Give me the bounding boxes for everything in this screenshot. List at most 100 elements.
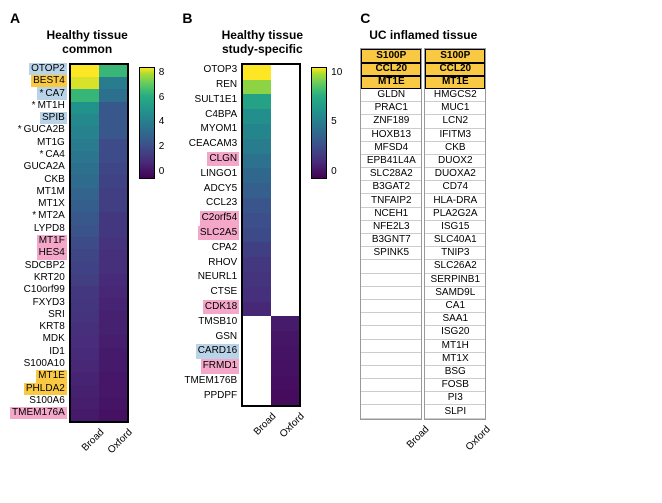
gene-label: TMSB10: [196, 314, 239, 329]
table-cell: [361, 353, 421, 366]
panel-c-title: UC inflamed tissue: [369, 28, 477, 42]
heatmap-cell: [71, 114, 99, 126]
heatmap-cell: [71, 212, 99, 224]
table-cell: MT1H: [425, 340, 485, 353]
heatmap-cell: [271, 80, 299, 95]
heatmap-cell: [99, 175, 127, 187]
colorbar-tick: 6: [159, 92, 165, 103]
heatmap-cell: [99, 163, 127, 175]
heatmap-cell: [271, 168, 299, 183]
table-cell: EPB41L4A: [361, 155, 421, 168]
heatmap-cell: [71, 274, 99, 286]
panel-a-xaxis: BroadOxford: [69, 427, 129, 457]
heatmap-cell: [271, 390, 299, 405]
table-cell: DUOX2: [425, 155, 485, 168]
colorbar-tick: 0: [159, 166, 165, 177]
heatmap-cell: [243, 287, 271, 302]
panel-a-heatmap: [69, 63, 129, 424]
heatmap-cell: [71, 65, 99, 77]
gene-label: BEST4: [31, 75, 67, 87]
table-cell: SLC40A1: [425, 234, 485, 247]
table-cell: ISG15: [425, 221, 485, 234]
table-cell: B3GAT2: [361, 181, 421, 194]
gene-label: KRT20: [32, 272, 67, 284]
heatmap-cell: [71, 409, 99, 421]
table-cell: SLC28A2: [361, 168, 421, 181]
table-cell: PRAC1: [361, 102, 421, 115]
heatmap-cell: [71, 323, 99, 335]
heatmap-cell: [271, 257, 299, 272]
table-cell: HOXB13: [361, 129, 421, 142]
panel-b: B Healthy tissue study-specific OTOP3REN…: [182, 10, 342, 441]
heatmap-cell: [99, 385, 127, 397]
heatmap-cell: [243, 242, 271, 257]
heatmap-cell: [71, 126, 99, 138]
panel-c-tables: S100PCCL20MT1EGLDNPRAC1ZNF189HOXB13MFSD4…: [360, 48, 486, 419]
heatmap-cell: [243, 302, 271, 317]
panel-a-colorbar-wrap: 86420: [139, 67, 165, 179]
heatmap-cell: [99, 409, 127, 421]
gene-label: CPA2: [210, 240, 239, 255]
gene-label: LYPD8: [32, 223, 67, 235]
table-cell: CA1: [425, 300, 485, 313]
table-cell: [361, 313, 421, 326]
table-cell: S100P: [361, 49, 421, 62]
gene-label: LINGO1: [198, 166, 239, 181]
heatmap-cell: [71, 311, 99, 323]
gene-label: ADCY5: [202, 181, 239, 196]
heatmap-cell: [243, 154, 271, 169]
table-cell: SLC26A2: [425, 260, 485, 273]
gene-label: MYOM1: [198, 122, 239, 137]
column-label: Oxford: [106, 427, 135, 456]
figure-panels: A Healthy tissue common OTOP2BEST4*CA7*M…: [10, 10, 652, 457]
heatmap-cell: [99, 286, 127, 298]
heatmap-cell: [99, 372, 127, 384]
heatmap-cell: [71, 298, 99, 310]
table-cell: [361, 274, 421, 287]
table-cell: [361, 366, 421, 379]
table-cell: [361, 340, 421, 353]
gene-label: MT1E: [36, 370, 67, 382]
gene-label: OTOP3: [201, 63, 239, 78]
heatmap-cell: [243, 168, 271, 183]
gene-label: FRMD1: [201, 359, 239, 374]
heatmap-cell: [271, 242, 299, 257]
gene-label: MT1F: [37, 235, 67, 247]
heatmap-cell: [99, 274, 127, 286]
colorbar-tick: 5: [331, 116, 342, 127]
heatmap-cell: [271, 183, 299, 198]
heatmap-cell: [71, 102, 99, 114]
heatmap-cell: [71, 262, 99, 274]
table-cell: TNFAIP2: [361, 194, 421, 207]
heatmap-cell: [71, 237, 99, 249]
table-cell: MT1E: [361, 76, 421, 89]
gene-label: *GUCA2B: [16, 124, 67, 136]
heatmap-cell: [243, 198, 271, 213]
table-cell: B3GNT7: [361, 234, 421, 247]
panel-a-colorbar: [139, 67, 155, 179]
gene-label: CCL23: [204, 196, 239, 211]
heatmap-cell: [243, 109, 271, 124]
panel-a-body: OTOP2BEST4*CA7*MT1HSPIB*GUCA2BMT1G*CA4GU…: [10, 63, 164, 458]
panel-a-rowlabels: OTOP2BEST4*CA7*MT1HSPIB*GUCA2BMT1G*CA4GU…: [10, 63, 67, 420]
table-cell: [361, 287, 421, 300]
panel-a-letter: A: [10, 10, 20, 26]
table-cell: IFITM3: [425, 129, 485, 142]
colorbar-tick: 10: [331, 67, 342, 78]
panel-a-title: Healthy tissue common: [46, 28, 127, 57]
gene-label: SDCBP2: [23, 260, 67, 272]
table-cell: [361, 326, 421, 339]
gene-label: SLC2A5: [198, 226, 239, 241]
gene-label: *CA4: [37, 149, 66, 161]
table-cell: [361, 260, 421, 273]
heatmap-cell: [71, 139, 99, 151]
table-column: S100PCCL20MT1EHMGCS2MUC1LCN2IFITM3CKBDUO…: [424, 48, 486, 419]
heatmap-cell: [71, 360, 99, 372]
heatmap-cell: [243, 228, 271, 243]
heatmap-cell: [99, 323, 127, 335]
table-cell: DUOXA2: [425, 168, 485, 181]
panel-b-heatmap-wrap: BroadOxford: [241, 63, 301, 441]
heatmap-cell: [271, 376, 299, 391]
heatmap-cell: [99, 139, 127, 151]
table-cell: GLDN: [361, 89, 421, 102]
